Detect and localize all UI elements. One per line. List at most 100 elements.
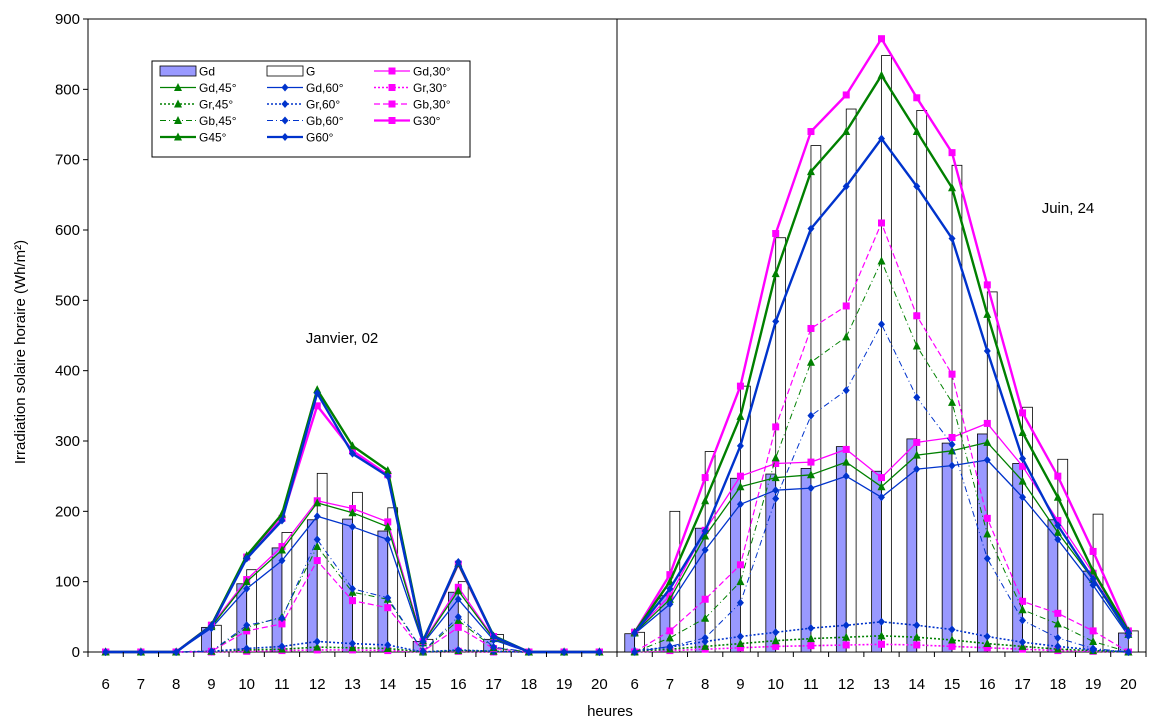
point-gb-45: [842, 332, 851, 341]
bar-g: [387, 507, 399, 653]
point-gr-60: [243, 644, 251, 653]
legend-label-gb-60: Gb,60°: [306, 114, 344, 128]
point-gd-60: [878, 493, 885, 502]
legend-swatch-gd: [159, 65, 197, 77]
x-axis-title: heures: [587, 703, 633, 720]
legend-label-gd-60: Gd,60°: [306, 81, 344, 95]
point-gr-45: [912, 632, 921, 641]
point-gb-60: [736, 598, 744, 607]
legend-swatch-g: [266, 65, 304, 77]
bar-gd: [941, 442, 953, 653]
point-gd-60: [1019, 493, 1027, 502]
point-gd-30: [878, 474, 885, 482]
point-gr-60: [772, 628, 780, 637]
point-g60: [878, 134, 885, 143]
point-g60: [1054, 521, 1062, 530]
legend-marker-gd-30: [388, 67, 396, 75]
y-tick-label: 900: [55, 11, 80, 28]
legend-marker-gr-45: [174, 99, 182, 108]
point-gd-60: [454, 595, 462, 604]
point-gr-45: [736, 639, 745, 648]
point-gr-45: [313, 642, 322, 651]
bar-g: [246, 569, 257, 653]
point-g45: [912, 127, 921, 136]
point-g30: [1054, 472, 1062, 480]
bar-layer: [201, 55, 1139, 653]
point-gd-45: [454, 586, 463, 595]
point-g60: [172, 648, 180, 656]
bar-g: [281, 532, 293, 653]
legend-label-gr-30: Gr,30°: [413, 81, 447, 95]
point-g45: [313, 385, 322, 394]
bar-gd: [977, 433, 988, 653]
point-gd-30: [807, 458, 815, 466]
x-tick-label: 13: [873, 676, 890, 693]
x-tick-label: 16: [450, 676, 467, 693]
point-gb-30: [948, 370, 956, 378]
point-gd-60: [772, 486, 780, 495]
point-gr-60: [384, 640, 392, 649]
point-gd-45: [277, 545, 286, 554]
point-g60: [560, 648, 568, 656]
x-tick-label: 6: [101, 676, 109, 693]
point-gr-60: [736, 632, 744, 641]
x-tick-label: 14: [908, 676, 925, 693]
y-tick-label: 100: [55, 574, 80, 591]
line-gr-45: [634, 634, 1129, 653]
y-axis-title: Irradiation solaire horaire (Wh/m²): [12, 240, 29, 464]
x-tick-label: 15: [944, 676, 961, 693]
point-g60: [1019, 454, 1027, 463]
point-gb-60: [842, 386, 850, 395]
point-gb-30: [736, 561, 744, 569]
point-gr-60: [878, 617, 885, 626]
line-layer: [101, 35, 1133, 656]
x-tick-label: 10: [767, 676, 784, 693]
point-gr-60: [842, 621, 850, 630]
point-gd-45: [842, 457, 851, 466]
point-g45: [736, 411, 745, 420]
point-gb-30: [807, 324, 815, 332]
y-tick-label: 0: [72, 644, 80, 661]
point-gr-45: [877, 631, 886, 640]
line-gr-60: [105, 640, 600, 653]
legend-label-gr-45: Gr,45°: [199, 98, 233, 112]
legend-marker-g30: [388, 117, 396, 124]
point-gb-30: [913, 312, 921, 320]
point-gd-45: [736, 482, 745, 491]
x-tick-label: 19: [1085, 676, 1102, 693]
point-gb-60: [1054, 633, 1062, 642]
point-g30: [313, 402, 321, 410]
point-g30: [772, 230, 780, 238]
point-g60: [349, 449, 356, 458]
point-gd-60: [666, 600, 674, 609]
point-g30: [948, 149, 956, 157]
point-gr-45: [983, 639, 992, 648]
x-tick-label: 13: [344, 676, 361, 693]
point-gb-60: [666, 642, 674, 651]
point-gd-30: [736, 472, 744, 480]
point-gd-60: [349, 522, 356, 531]
point-g45: [1053, 492, 1062, 501]
point-g60: [384, 472, 392, 481]
point-g45: [348, 441, 357, 450]
point-gr-30: [842, 641, 850, 649]
point-gb-30: [1089, 627, 1097, 635]
point-g45: [701, 496, 710, 505]
point-gb-60: [349, 584, 356, 593]
point-gb-45: [771, 453, 780, 462]
x-tick-label: 19: [556, 676, 573, 693]
point-gb-60: [701, 633, 709, 642]
point-gb-60: [243, 621, 251, 630]
point-gr-60: [913, 621, 921, 630]
point-gb-30: [349, 597, 356, 605]
point-g60: [701, 527, 709, 536]
x-tick-label: 14: [379, 676, 396, 693]
point-g45: [771, 269, 780, 278]
point-gd-30: [384, 518, 392, 526]
point-g60: [1124, 628, 1132, 637]
bar-g: [775, 237, 786, 653]
y-tick-label: 200: [55, 503, 80, 520]
point-gr-30: [948, 642, 956, 650]
point-gd-45: [806, 470, 815, 479]
point-gd-60: [948, 461, 956, 470]
